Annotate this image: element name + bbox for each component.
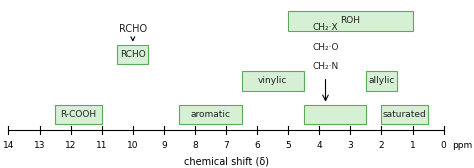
Text: aromatic: aromatic <box>191 110 230 119</box>
Text: 12: 12 <box>65 141 76 150</box>
Text: 2: 2 <box>379 141 384 150</box>
Text: CH₂·O: CH₂·O <box>312 43 339 52</box>
Text: ppm: ppm <box>452 141 473 150</box>
Text: CH₂·N: CH₂·N <box>312 62 338 71</box>
Text: 7: 7 <box>223 141 229 150</box>
FancyBboxPatch shape <box>117 45 148 64</box>
Text: saturated: saturated <box>383 110 427 119</box>
Text: 11: 11 <box>96 141 108 150</box>
Text: 6: 6 <box>254 141 260 150</box>
FancyBboxPatch shape <box>366 71 397 91</box>
Text: 1: 1 <box>410 141 415 150</box>
Text: 13: 13 <box>34 141 46 150</box>
Text: 3: 3 <box>347 141 353 150</box>
FancyBboxPatch shape <box>180 105 242 124</box>
FancyBboxPatch shape <box>55 105 102 124</box>
Text: allylic: allylic <box>368 76 395 85</box>
Text: 9: 9 <box>161 141 167 150</box>
Text: 14: 14 <box>3 141 14 150</box>
Text: chemical shift (δ): chemical shift (δ) <box>183 156 269 166</box>
Text: 5: 5 <box>285 141 291 150</box>
Text: RCHO: RCHO <box>118 24 147 41</box>
Text: 10: 10 <box>127 141 138 150</box>
FancyBboxPatch shape <box>304 105 366 124</box>
FancyBboxPatch shape <box>382 105 428 124</box>
Text: RCHO: RCHO <box>120 50 146 59</box>
Text: 8: 8 <box>192 141 198 150</box>
Text: 4: 4 <box>317 141 322 150</box>
Text: 0: 0 <box>441 141 447 150</box>
Text: CH₂·X: CH₂·X <box>313 23 338 32</box>
Text: ROH: ROH <box>340 16 360 25</box>
FancyBboxPatch shape <box>288 11 412 31</box>
Text: R-COOH: R-COOH <box>60 110 97 119</box>
FancyBboxPatch shape <box>242 71 304 91</box>
Text: vinylic: vinylic <box>258 76 287 85</box>
